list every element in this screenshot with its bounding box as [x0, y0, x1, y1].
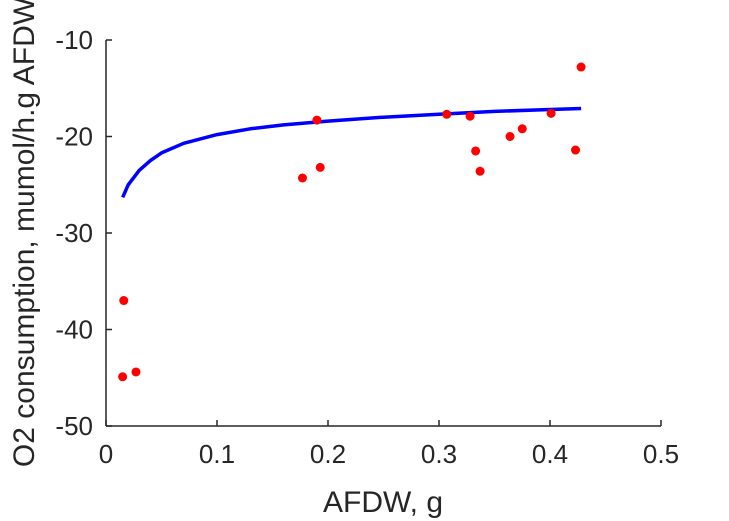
data-point — [119, 296, 129, 306]
data-point — [576, 62, 586, 72]
x-tick-label: 0.1 — [199, 439, 235, 469]
y-tick-label: -30 — [55, 218, 93, 248]
data-point — [312, 115, 322, 125]
data-point — [118, 372, 128, 382]
x-axis-title: AFDW, g — [323, 486, 443, 519]
y-tick-label: -40 — [55, 315, 93, 345]
fitted-curve-layer — [121, 106, 582, 199]
data-point — [517, 124, 527, 134]
x-tick-label: 0.4 — [532, 439, 568, 469]
data-point — [465, 111, 475, 121]
y-tick-label: -20 — [55, 122, 93, 152]
y-tick-label: -10 — [55, 25, 93, 55]
axes — [105, 39, 662, 427]
x-tick-label: 0 — [99, 439, 113, 469]
x-tick-label: 0.5 — [643, 439, 679, 469]
fitted-curve-line — [121, 106, 582, 199]
tick-labels: 0 0.1 0.2 0.3 0.4 0.5 -10 -20 -30 -40 -50 — [55, 25, 679, 469]
data-point — [315, 162, 325, 172]
data-point — [505, 132, 515, 141]
data-point — [571, 145, 581, 155]
data-point — [471, 146, 481, 156]
x-tick-label: 0.3 — [421, 439, 457, 469]
y-axis-title: O2 consumption, mumol/h.g AFDW — [8, 0, 41, 467]
y-tick-label: -50 — [55, 411, 93, 441]
data-point — [442, 109, 452, 119]
data-point — [131, 367, 141, 377]
data-point — [475, 166, 485, 176]
x-tick-label: 0.2 — [310, 439, 346, 469]
data-point — [297, 173, 307, 183]
data-point — [546, 108, 556, 118]
data-points-layer — [118, 62, 586, 382]
